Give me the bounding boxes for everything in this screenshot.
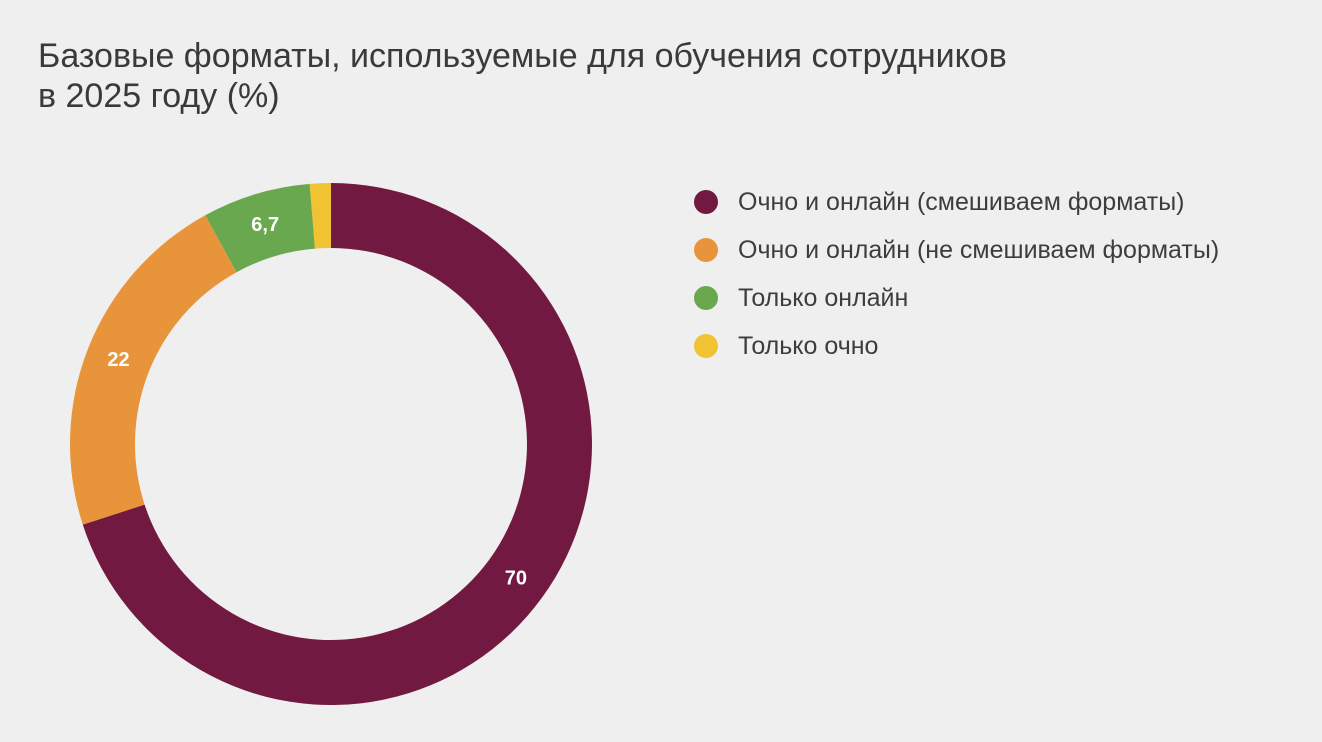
legend-color-dot-icon — [694, 286, 718, 310]
legend-label: Очно и онлайн (не смешиваем форматы) — [738, 235, 1220, 264]
legend-color-dot-icon — [694, 334, 718, 358]
legend-label: Только очно — [738, 331, 879, 360]
donut-slice-3 — [309, 183, 331, 249]
legend-item-0: Очно и онлайн (смешиваем форматы) — [694, 178, 1219, 226]
donut-chart: 70 22 6,7 — [69, 183, 593, 705]
slice-value-label-1: 22 — [107, 349, 129, 371]
chart-title-line-1: Базовые форматы, используемые для обучен… — [38, 37, 1007, 75]
chart-title: Базовые форматы, используемые для обучен… — [38, 36, 1238, 116]
legend-item-1: Очно и онлайн (не смешиваем форматы) — [694, 226, 1219, 274]
legend-color-dot-icon — [694, 238, 718, 262]
donut-slice-1 — [69, 215, 237, 525]
legend-item-2: Только онлайн — [694, 274, 1219, 322]
legend-item-3: Только очно — [694, 322, 1219, 370]
slice-value-label-0: 70 — [505, 567, 527, 589]
legend-color-dot-icon — [694, 190, 718, 214]
donut-slice-2 — [205, 183, 316, 273]
legend-label: Очно и онлайн (смешиваем форматы) — [738, 187, 1185, 216]
legend-label: Только онлайн — [738, 283, 909, 312]
chart-legend: Очно и онлайн (смешиваем форматы) Очно и … — [694, 178, 1219, 370]
chart-title-line-2: в 2025 году (%) — [38, 77, 280, 115]
slice-value-label-2: 6,7 — [251, 214, 279, 236]
